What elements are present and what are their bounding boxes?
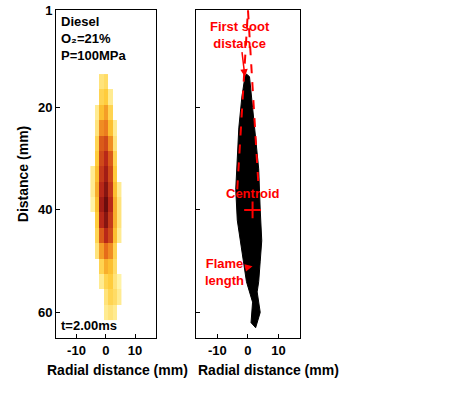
svg-text:DieselO₂=21%P=100MPa: DieselO₂=21%P=100MPa <box>61 14 126 63</box>
svg-text:Centroid: Centroid <box>226 186 280 201</box>
svg-text:t=2.00ms: t=2.00ms <box>61 318 117 333</box>
svg-text:0: 0 <box>102 343 109 358</box>
svg-text:First sootdistance: First sootdistance <box>210 19 270 51</box>
svg-text:10: 10 <box>128 343 142 358</box>
svg-text:-10: -10 <box>208 343 227 358</box>
svg-text:40: 40 <box>38 202 52 217</box>
svg-text:0: 0 <box>244 343 251 358</box>
svg-text:1: 1 <box>45 3 52 18</box>
svg-text:20: 20 <box>38 100 52 115</box>
svg-text:Distance (mm): Distance (mm) <box>15 126 31 222</box>
svg-text:-10: -10 <box>67 343 86 358</box>
svg-text:60: 60 <box>38 305 52 320</box>
svg-text:Radial distance (mm): Radial distance (mm) <box>47 362 188 378</box>
svg-text:10: 10 <box>271 343 285 358</box>
svg-text:Flamelength: Flamelength <box>205 256 244 288</box>
svg-text:Radial distance (mm): Radial distance (mm) <box>198 362 339 378</box>
